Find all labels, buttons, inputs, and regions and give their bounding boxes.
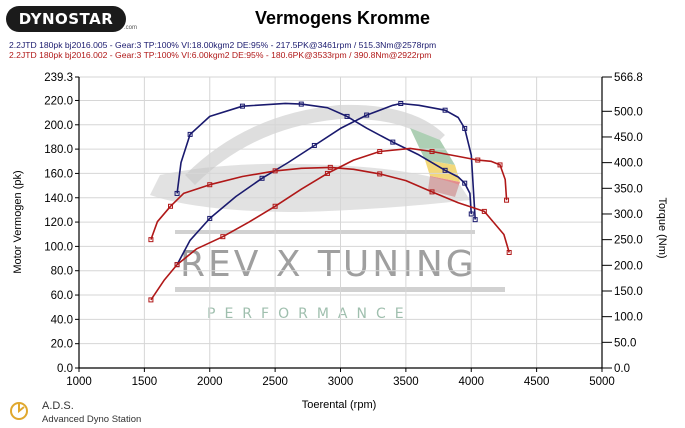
dynostar-logo: DYNOSTAR [6, 6, 126, 32]
series-0-marker-2 [207, 215, 213, 221]
chart-series-group [148, 101, 512, 303]
series-line-3 [150, 166, 510, 253]
y-right-tick-11: 566.8 [614, 72, 643, 84]
series-1-marker-6 [298, 101, 304, 107]
watermark-gauge-green [410, 128, 455, 165]
run-info-1: 2.2JTD 180pk bj2016.005 - Gear:3 TP:100%… [9, 40, 437, 50]
series-line-1 [176, 102, 473, 215]
ads-name: A.D.S. [42, 400, 74, 412]
y-right-tick-10: 500.0 [614, 106, 643, 118]
watermark-logo: REV X TUNING PERFORMANCE [150, 104, 505, 322]
series-0-marker-8 [364, 112, 370, 118]
series-1-marker-8 [344, 113, 350, 119]
series-2-marker-2 [174, 262, 180, 268]
y-right-tick-0: 0.0 [614, 363, 630, 375]
x-tick-2: 2000 [197, 376, 223, 388]
y-left-tick-1: 20.0 [51, 339, 73, 351]
y-right-tick-6: 300.0 [614, 209, 643, 221]
x-tick-0: 1000 [66, 376, 92, 388]
run-info-2: 2.2JTD 180pk bj2016.002 - Gear:3 TP:100%… [9, 50, 432, 60]
y-right-tick-2: 100.0 [614, 312, 643, 324]
chart-axes [75, 76, 612, 372]
series-1-marker-2 [187, 131, 193, 137]
x-tick-3: 2500 [262, 376, 288, 388]
series-2-marker-4 [220, 234, 226, 240]
x-tick-5: 3500 [393, 376, 419, 388]
series-1-marker-10 [390, 139, 396, 145]
x-tick-4: 3000 [328, 376, 354, 388]
y-left-tick-12: 239.3 [44, 72, 73, 84]
y-axis-left-label: Motor Vermogen (pk) [12, 170, 24, 273]
y-left-tick-5: 100.0 [44, 241, 73, 253]
x-tick-6: 4000 [458, 376, 484, 388]
series-3-marker-6 [272, 168, 278, 174]
chart-tick-labels: 1000 1500 2000 2500 3000 3500 4000 4500 50000.02… [44, 72, 643, 388]
series-0-marker-12 [442, 107, 448, 113]
y-right-tick-4: 200.0 [614, 260, 643, 272]
y-left-tick-6: 120.0 [44, 217, 73, 229]
x-tick-1: 1500 [132, 376, 158, 388]
y-left-tick-0: 0.0 [57, 363, 73, 375]
series-1-marker-12 [442, 167, 448, 173]
series-1-marker-14 [462, 180, 468, 186]
watermark-gauge-red [428, 176, 460, 197]
series-3-marker-16 [506, 249, 512, 255]
y-right-tick-8: 400.0 [614, 158, 643, 170]
series-2-marker-6 [272, 203, 278, 209]
y-left-tick-3: 60.0 [51, 290, 73, 302]
y-left-tick-7: 140.0 [44, 193, 73, 205]
x-tick-7: 4500 [524, 376, 550, 388]
y-right-tick-7: 350.0 [614, 183, 643, 195]
series-3-marker-0 [148, 237, 154, 243]
series-1-marker-0 [174, 190, 180, 196]
ads-logo-icon [10, 402, 28, 420]
y-left-tick-11: 220.0 [44, 95, 73, 107]
y-left-tick-8: 160.0 [44, 168, 73, 180]
watermark-brand: REV X TUNING [180, 244, 477, 285]
series-3-marker-8 [327, 164, 333, 170]
series-3-marker-14 [481, 208, 487, 214]
watermark-arc [185, 104, 445, 185]
logo-suffix: .com [124, 25, 138, 31]
series-3-marker-2 [168, 203, 174, 209]
y-left-tick-2: 40.0 [51, 314, 73, 326]
y-right-tick-1: 50.0 [614, 337, 636, 349]
series-1-marker-16 [468, 211, 474, 217]
y-left-tick-10: 200.0 [44, 120, 73, 132]
chart-title: Vermogens Kromme [254, 8, 431, 28]
y-right-tick-9: 450.0 [614, 132, 643, 144]
series-3-marker-10 [377, 171, 383, 177]
x-tick-8: 5000 [589, 376, 615, 388]
ads-subtitle: Advanced Dyno Station [42, 414, 142, 425]
series-0-marker-16 [472, 217, 478, 223]
series-3-marker-4 [207, 182, 213, 188]
series-2-marker-16 [497, 162, 503, 168]
series-2-marker-18 [504, 197, 510, 203]
series-2-marker-8 [324, 170, 330, 176]
series-2-marker-0 [148, 297, 154, 303]
series-0-marker-10 [398, 101, 404, 107]
series-2-marker-10 [377, 149, 383, 155]
watermark-tagline: PERFORMANCE [207, 306, 413, 322]
series-line-0 [176, 102, 476, 265]
watermark-stripe-top [175, 230, 475, 234]
series-line-2 [150, 147, 508, 301]
y-axis-right-label: Torque (Nm) [656, 197, 668, 258]
series-0-marker-6 [311, 142, 317, 148]
series-0-marker-14 [462, 125, 468, 131]
series-2-marker-14 [475, 157, 481, 163]
y-left-tick-4: 80.0 [51, 266, 73, 278]
y-right-tick-3: 150.0 [614, 286, 643, 298]
series-1-marker-4 [239, 103, 245, 109]
watermark-gauge-yellow [425, 160, 460, 182]
y-right-tick-5: 250.0 [614, 235, 643, 247]
series-3-marker-12 [429, 189, 435, 195]
x-axis-label: Toerental (rpm) [302, 399, 377, 411]
y-left-tick-9: 180.0 [44, 144, 73, 156]
series-2-marker-12 [429, 149, 435, 155]
series-0-marker-4 [259, 175, 265, 181]
